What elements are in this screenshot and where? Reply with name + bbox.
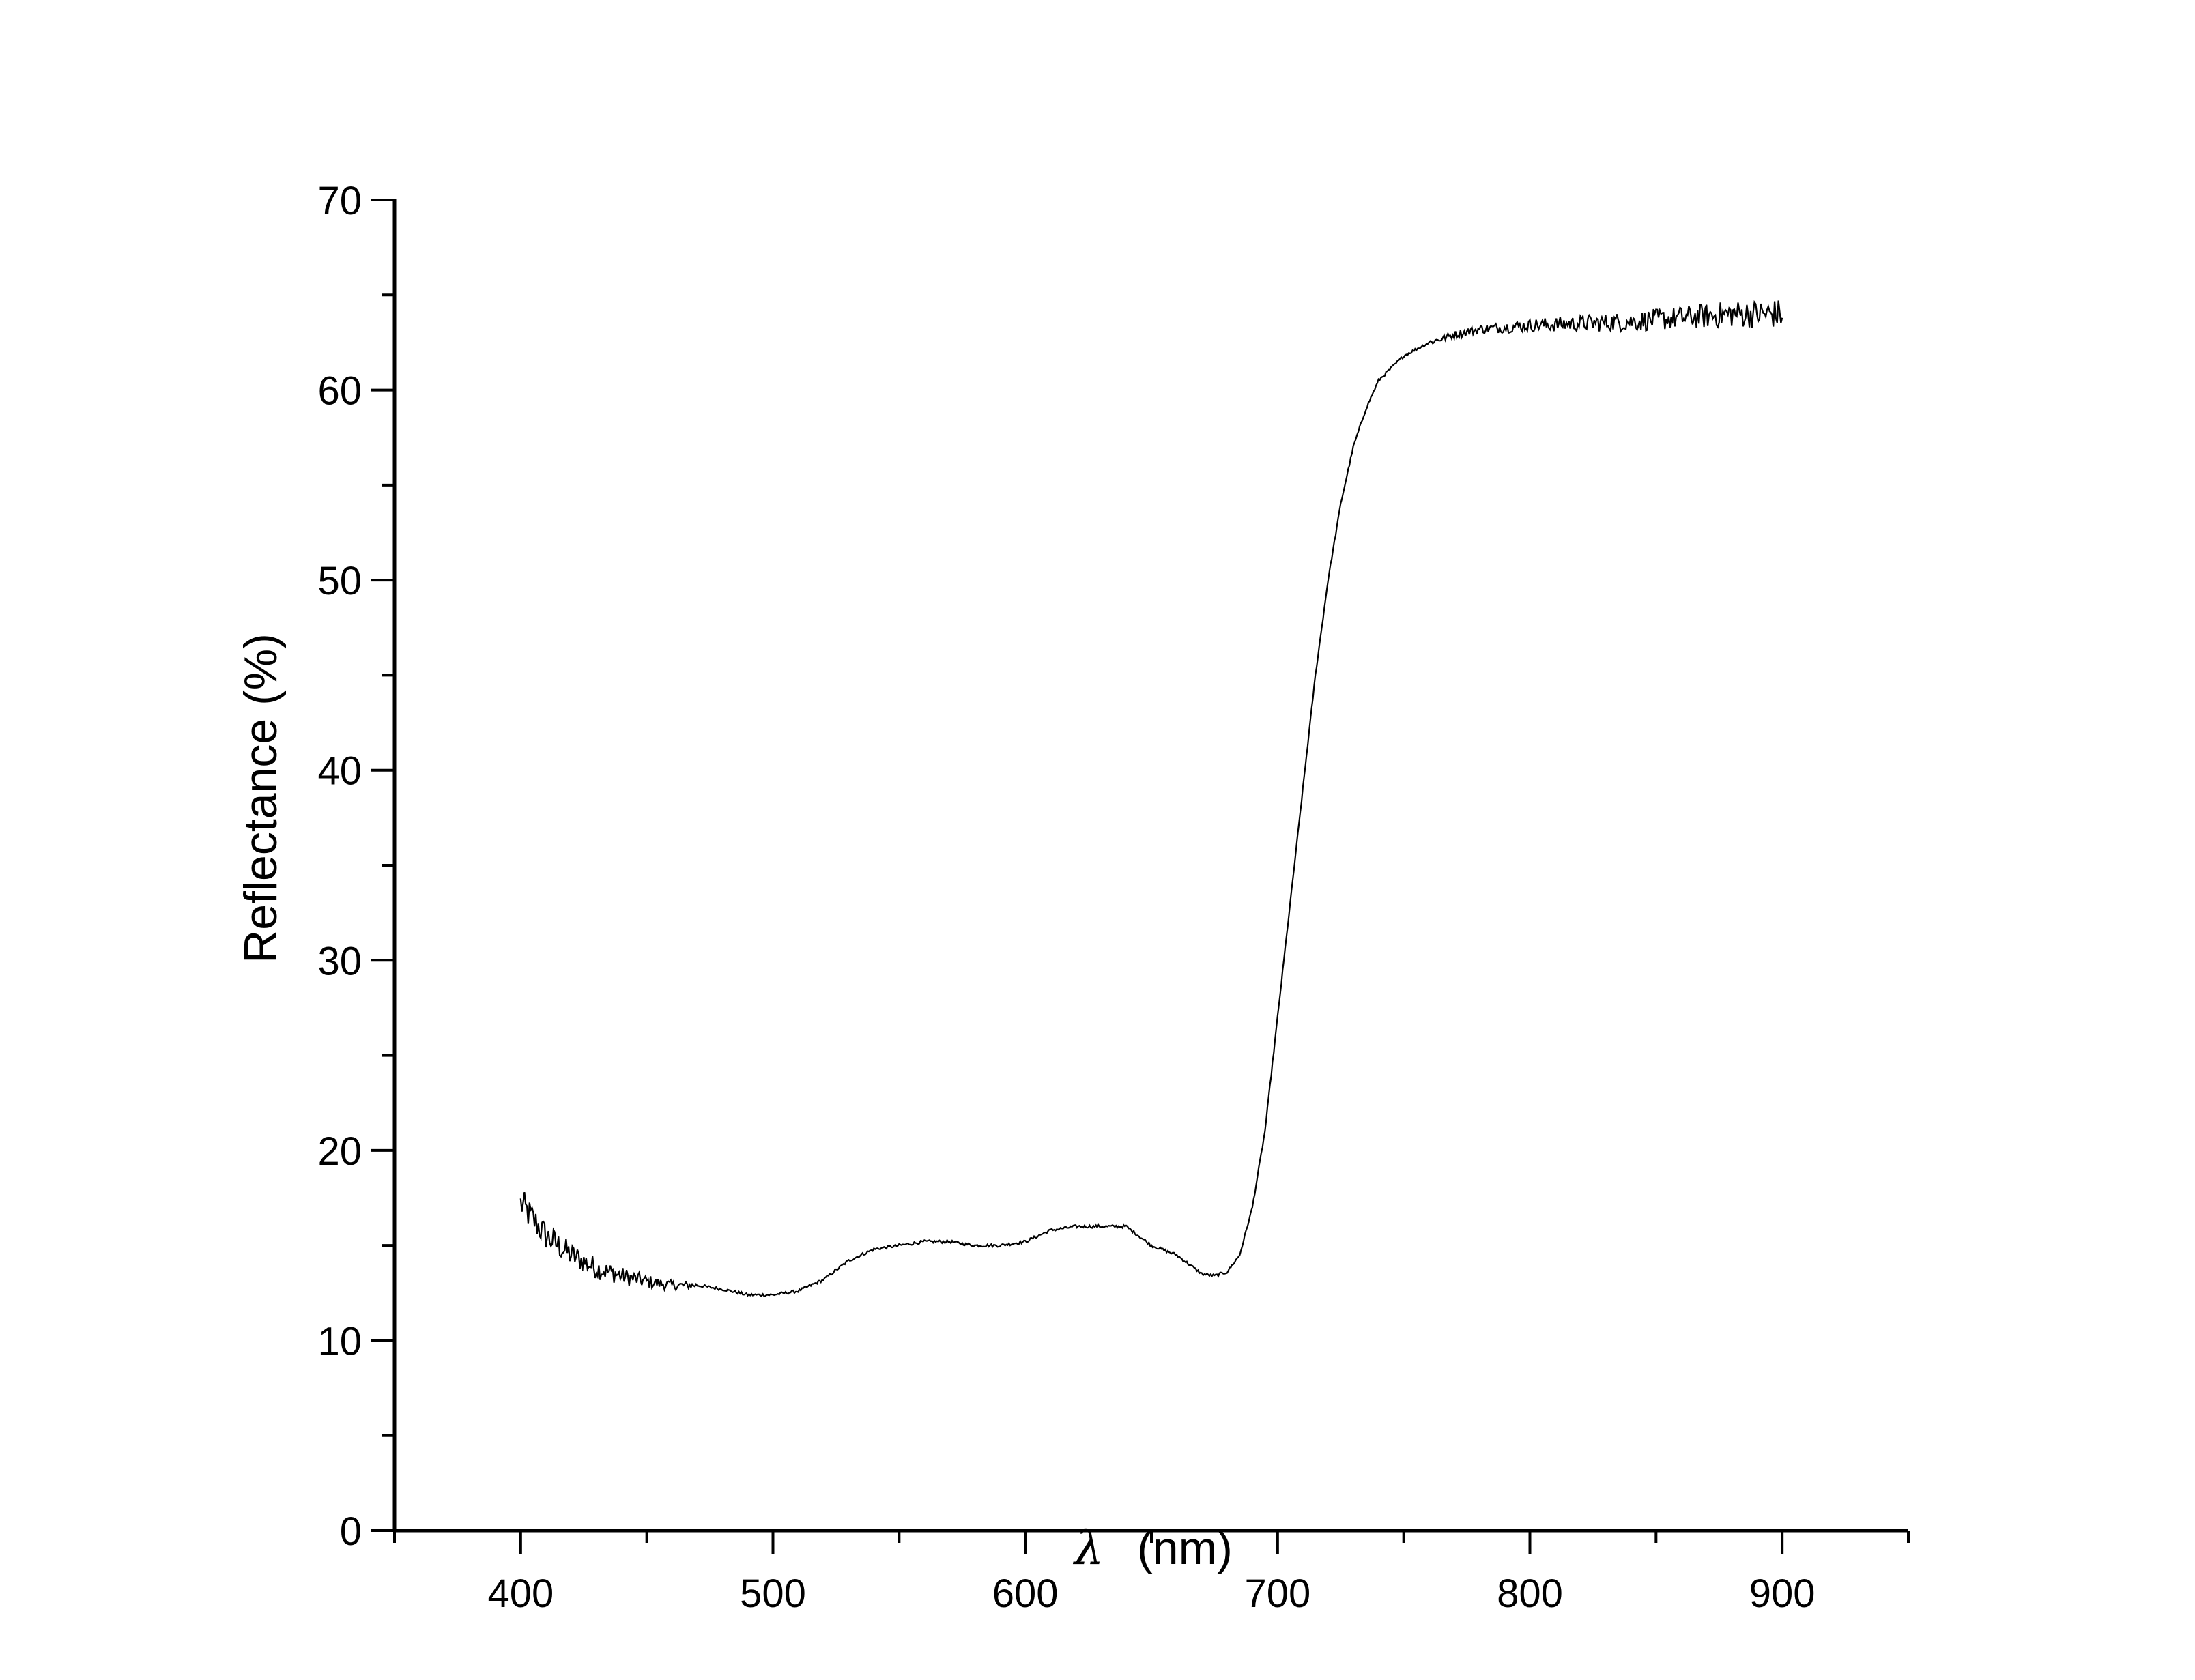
- y-tick-label: 30: [317, 939, 362, 983]
- y-tick-label: 50: [317, 559, 362, 603]
- x-tick-label: 900: [1749, 1572, 1816, 1616]
- y-tick-label: 20: [317, 1129, 362, 1174]
- x-axis-label: λ (nm): [1072, 1522, 1233, 1576]
- x-tick-label: 700: [1244, 1572, 1310, 1616]
- y-tick-label: 10: [317, 1319, 362, 1363]
- y-tick-label: 70: [317, 179, 362, 223]
- x-axis-label-unit: (nm): [1137, 1522, 1233, 1574]
- x-tick-label: 800: [1497, 1572, 1563, 1616]
- x-tick-label: 500: [740, 1572, 806, 1616]
- series-line-reflectance: [519, 300, 1783, 1297]
- x-tick-label: 600: [992, 1572, 1059, 1616]
- x-tick-label: 400: [487, 1572, 554, 1616]
- x-axis-label-symbol: λ: [1072, 1522, 1104, 1576]
- y-tick-label: 0: [340, 1509, 362, 1554]
- y-tick-label: 40: [317, 749, 362, 794]
- y-tick-label: 60: [317, 369, 362, 414]
- y-axis-label: Reflectance (%): [235, 633, 287, 964]
